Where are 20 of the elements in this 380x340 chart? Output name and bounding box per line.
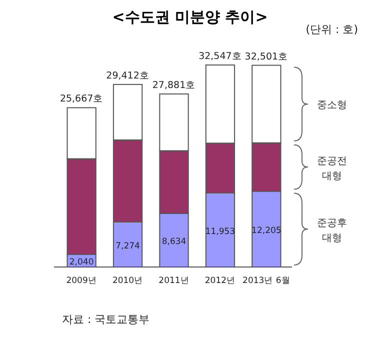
data-label: 8,634 bbox=[162, 237, 186, 248]
total-label: 25,667호 bbox=[60, 94, 104, 105]
x-tick-label: 2011년 bbox=[158, 276, 190, 286]
x-tick-label: 2010년 bbox=[112, 276, 144, 286]
total-label: 32,501호 bbox=[244, 51, 288, 62]
text: (단위 : 호) bbox=[306, 23, 358, 36]
x-tick-label: 2009년 bbox=[66, 276, 97, 286]
total-label: 32,547호 bbox=[198, 51, 242, 62]
data-label: 7,274 bbox=[116, 241, 140, 252]
text: 자료 : 국토교통부 bbox=[62, 313, 150, 326]
data-label: 2,040 bbox=[69, 258, 94, 268]
chart-title: <수도권 미분양 추이> bbox=[112, 8, 268, 26]
text: 중소형 bbox=[317, 100, 347, 112]
data-label: 12,205 bbox=[252, 226, 282, 236]
x-tick-label: 2012년 bbox=[204, 276, 236, 286]
text: 준공후 대형 bbox=[317, 218, 347, 244]
total-label: 29,412호 bbox=[106, 70, 150, 82]
x-tick-label: 2013년 6월 bbox=[242, 276, 290, 286]
total-label: 27,881호 bbox=[152, 80, 196, 91]
text: 준공전 대형 bbox=[317, 156, 347, 182]
